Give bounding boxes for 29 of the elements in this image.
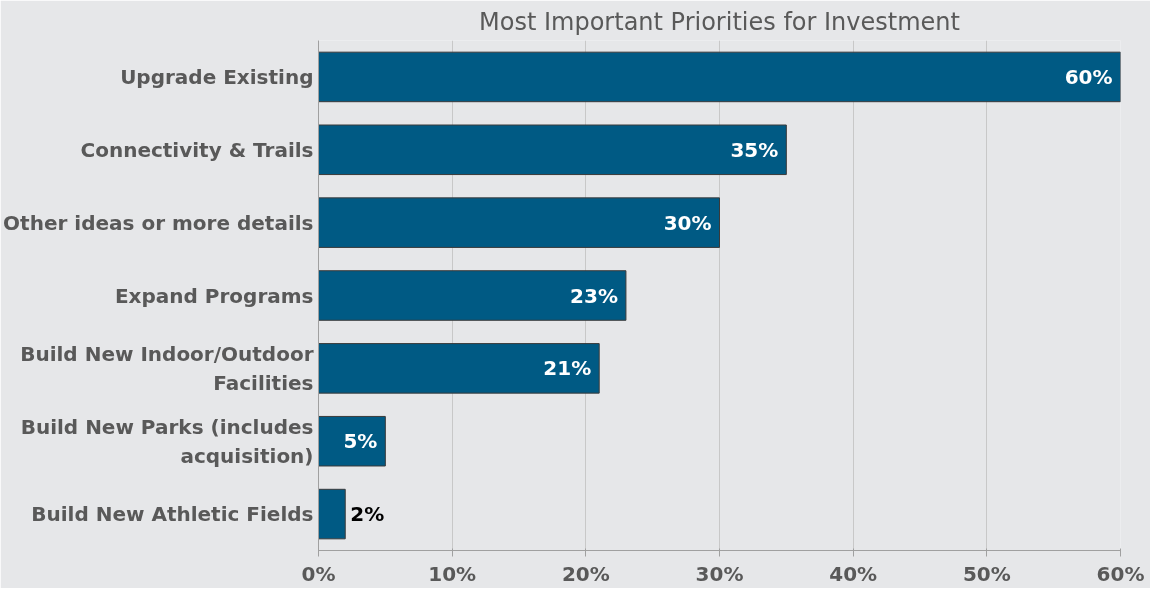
- bar: [318, 488, 346, 540]
- bar: [318, 415, 386, 467]
- x-tick-label: 40%: [829, 561, 878, 586]
- data-label: 30%: [663, 210, 712, 235]
- bar: [318, 197, 720, 248]
- y-tick-label: Connectivity & Trails: [80, 137, 314, 162]
- x-tick-label: 10%: [428, 561, 477, 586]
- data-label: 5%: [343, 429, 378, 454]
- x-tick-label: 30%: [695, 561, 744, 586]
- y-tick-label: Build New Athletic Fields: [31, 502, 314, 527]
- bar: [318, 343, 600, 394]
- bar: [318, 51, 1121, 103]
- chart-title: Most Important Priorities for Investment: [479, 7, 960, 36]
- bar: [318, 124, 787, 176]
- x-tick-label: 50%: [962, 561, 1011, 586]
- y-tick-label: Build New Parks (includes acquisition): [20, 414, 314, 468]
- bar: [318, 270, 627, 321]
- data-label: 35%: [730, 137, 779, 162]
- y-tick-label: Build New Indoor/Outdoor Facilities: [20, 341, 314, 395]
- x-tick-label: 60%: [1096, 561, 1145, 586]
- y-tick-label: Upgrade Existing: [120, 64, 314, 89]
- data-label: 2%: [350, 502, 385, 527]
- y-tick-label: Expand Programs: [114, 283, 314, 308]
- y-tick-label: Other ideas or more details: [3, 210, 314, 235]
- data-label: 21%: [543, 356, 592, 381]
- data-label: 60%: [1064, 64, 1113, 89]
- x-tick-label: 20%: [561, 561, 610, 586]
- x-tick-label: 0%: [301, 561, 336, 586]
- data-label: 23%: [570, 283, 618, 308]
